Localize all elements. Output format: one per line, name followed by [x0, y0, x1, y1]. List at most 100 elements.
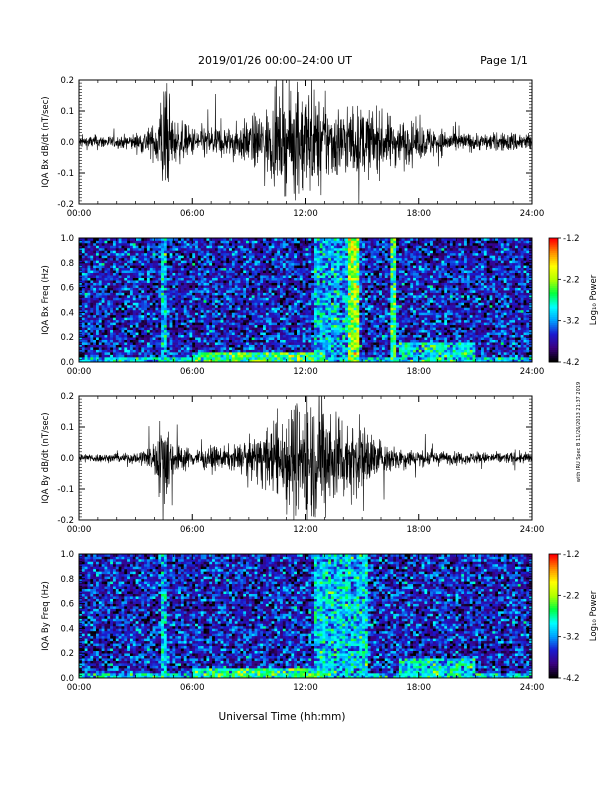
heatmap-cell	[339, 319, 343, 323]
heatmap-cell	[237, 280, 241, 283]
heatmap-cell	[186, 324, 190, 328]
heatmap-cell	[129, 245, 134, 249]
heatmap-cell	[263, 287, 267, 291]
heatmap-cell	[333, 285, 337, 288]
heatmap-cell	[112, 327, 117, 331]
heatmap-cell	[347, 297, 352, 301]
heatmap-cell	[124, 327, 128, 331]
heatmap-cell	[84, 342, 88, 345]
heatmap-cell	[132, 295, 136, 298]
heatmap-cell	[313, 297, 318, 301]
heatmap-cell	[226, 332, 230, 336]
heatmap-cell	[146, 347, 151, 350]
heatmap-cell	[299, 300, 303, 303]
heatmap-cell	[291, 334, 295, 338]
heatmap-cell	[257, 285, 261, 288]
heatmap-cell	[333, 245, 337, 249]
heatmap-cell	[251, 322, 255, 326]
heatmap-cell	[158, 240, 162, 244]
x-tick-label: 18:00	[407, 209, 432, 219]
heatmap-cell	[214, 359, 219, 363]
heatmap-cell	[138, 344, 142, 348]
heatmap-cell	[93, 319, 97, 323]
heatmap-cell	[186, 332, 190, 336]
heatmap-cell	[107, 349, 111, 353]
heatmap-cell	[229, 342, 233, 345]
heatmap-cell	[234, 359, 238, 363]
heatmap-cell	[209, 329, 213, 333]
heatmap-cell	[98, 347, 102, 350]
heatmap-cell	[285, 297, 289, 301]
heatmap-cell	[217, 309, 221, 313]
heatmap-cell	[183, 327, 187, 331]
heatmap-cell	[214, 334, 219, 338]
heatmap-cell	[79, 270, 83, 274]
heatmap-cell	[121, 322, 125, 326]
heatmap-cell	[195, 307, 199, 311]
heatmap-cell	[81, 275, 85, 278]
heatmap-cell	[302, 357, 306, 360]
heatmap-cell	[347, 267, 352, 271]
heatmap-cell	[313, 307, 318, 311]
heatmap-cell	[305, 252, 309, 256]
heatmap-cell	[212, 314, 216, 318]
heatmap-cell	[175, 357, 179, 360]
heatmap-cell	[90, 245, 94, 249]
heatmap-cell	[180, 304, 185, 308]
heatmap-cell	[146, 238, 151, 241]
heatmap-cell	[257, 260, 261, 264]
heatmap-cell	[246, 242, 250, 246]
heatmap-cell	[129, 252, 134, 256]
heatmap-cell	[217, 247, 221, 251]
heatmap-cell	[192, 317, 196, 321]
heatmap-cell	[135, 359, 139, 363]
heatmap-cell	[217, 255, 221, 259]
heatmap-cell	[186, 309, 190, 313]
heatmap-cell	[243, 257, 247, 261]
heatmap-cell	[98, 312, 102, 316]
heatmap-cell	[277, 250, 281, 254]
heatmap-cell	[240, 295, 244, 298]
heatmap-cell	[161, 339, 165, 343]
heatmap-cell	[110, 349, 114, 353]
heatmap-cell	[280, 342, 284, 345]
heatmap-cell	[212, 255, 216, 259]
heatmap-cell	[237, 270, 241, 274]
heatmap-cell	[257, 302, 261, 306]
heatmap-cell	[285, 272, 289, 276]
heatmap-cell	[186, 297, 190, 301]
heatmap-cell	[110, 347, 114, 350]
heatmap-cell	[95, 300, 100, 303]
heatmap-cell	[146, 349, 151, 353]
heatmap-cell	[336, 290, 340, 293]
heatmap-cell	[93, 337, 97, 340]
heatmap-cell	[308, 322, 312, 326]
heatmap-cell	[251, 337, 255, 340]
heatmap-cell	[223, 277, 227, 281]
heatmap-cell	[282, 344, 286, 348]
heatmap-cell	[163, 317, 168, 321]
heatmap-cell	[189, 302, 193, 306]
heatmap-cell	[180, 260, 185, 264]
heatmap-cell	[90, 290, 94, 293]
heatmap-cell	[265, 314, 269, 318]
heatmap-cell	[268, 265, 272, 269]
heatmap-cell	[180, 319, 185, 323]
heatmap-cell	[226, 267, 230, 271]
heatmap-cell	[206, 337, 210, 340]
heatmap-cell	[163, 359, 168, 363]
heatmap-cell	[87, 275, 91, 278]
heatmap-cell	[246, 292, 250, 296]
heatmap-cell	[138, 307, 142, 311]
heatmap-cell	[345, 242, 349, 246]
heatmap-cell	[265, 347, 269, 350]
heatmap-cell	[90, 242, 94, 246]
heatmap-cell	[101, 319, 105, 323]
heatmap-cell	[333, 267, 337, 271]
heatmap-cell	[98, 342, 102, 345]
heatmap-cell	[161, 257, 165, 261]
heatmap-cell	[81, 238, 85, 241]
heatmap-cell	[333, 322, 337, 326]
heatmap-cell	[260, 344, 264, 348]
heatmap-cell	[144, 334, 148, 338]
